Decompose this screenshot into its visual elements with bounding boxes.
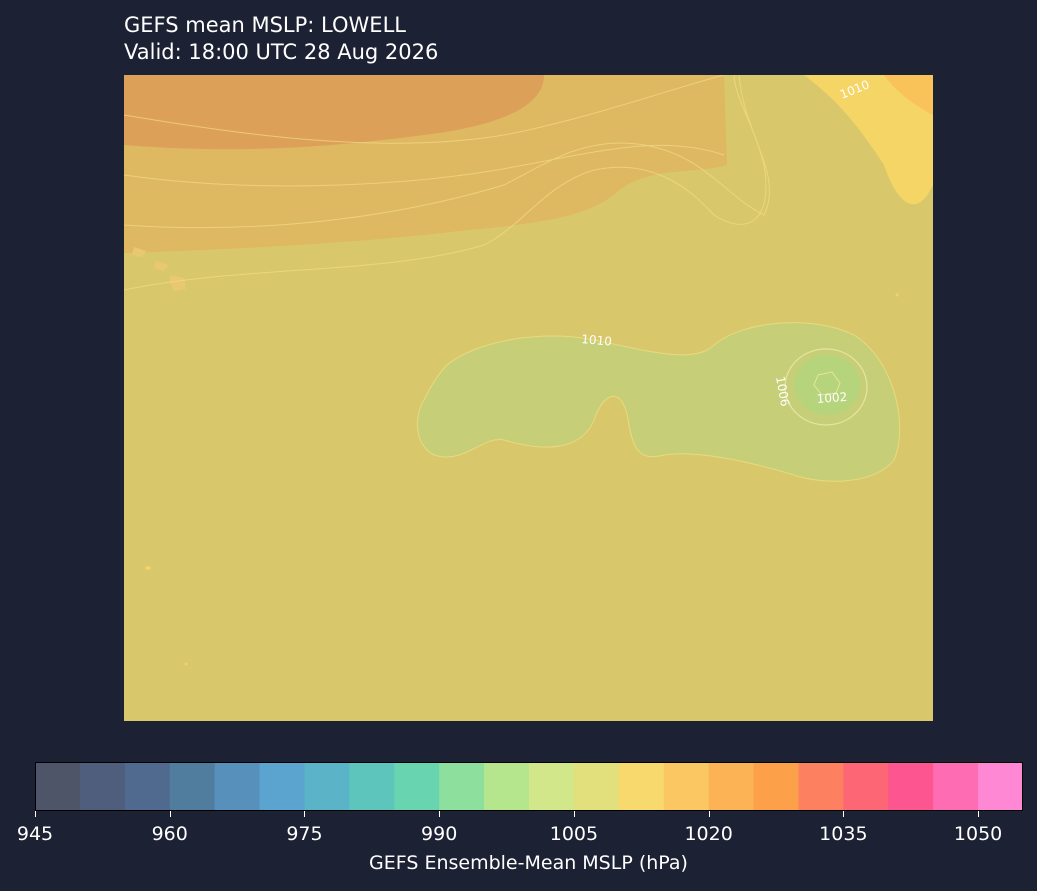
colorbar-swatch	[214, 762, 261, 811]
colorbar-swatch	[933, 762, 979, 811]
colorbar-swatch	[529, 762, 575, 811]
colorbar-tick-mark	[708, 811, 710, 817]
colorbar-tick-mark	[439, 811, 441, 817]
hawaii-island	[154, 261, 168, 271]
colorbar-tick-label: 990	[421, 823, 458, 845]
colorbar-swatch	[888, 762, 934, 811]
colorbar-tick-mark	[843, 811, 845, 817]
hawaii-island	[170, 275, 186, 291]
valid-time: Valid: 18:00 UTC 28 Aug 2026	[124, 40, 439, 64]
colorbar-swatch	[35, 762, 81, 811]
colorbar-label: GEFS Ensemble-Mean MSLP (hPa)	[369, 852, 688, 874]
colorbar-swatch	[753, 762, 799, 811]
colorbar-border	[35, 762, 1023, 811]
colorbar-swatch	[798, 762, 844, 811]
colorbar-tick-mark	[573, 811, 575, 817]
colorbar-tick-label: 960	[151, 823, 188, 845]
low-pressure-area	[416, 322, 901, 482]
contour-label: 1002	[816, 390, 847, 406]
colorbar-swatch	[394, 762, 440, 811]
colorbar-swatch	[573, 762, 620, 811]
colorbar-tick-mark	[304, 811, 306, 817]
colorbar-swatch	[349, 762, 395, 811]
colorbar-tick-label: 945	[16, 823, 54, 845]
storm-core	[794, 355, 860, 415]
colorbar-swatch	[169, 762, 216, 811]
colorbar-tick-label: 1035	[819, 823, 868, 845]
map-title: GEFS mean MSLP: LOWELL Valid: 18:00 UTC …	[124, 12, 438, 66]
colorbar-swatch	[79, 762, 126, 811]
mainland-mexico	[884, 75, 933, 115]
colorbar-tick-label: 1050	[953, 823, 1003, 845]
storm-title: GEFS mean MSLP: LOWELL	[124, 13, 406, 37]
colorbar-tick-mark	[35, 811, 36, 817]
colorbar-ticks: 945 960 975 990 1005 1020 1035 1050	[0, 811, 1037, 851]
small-island	[895, 293, 899, 297]
colorbar-swatch	[978, 762, 1024, 811]
colorbar-swatches	[35, 762, 1024, 811]
colorbar-swatch	[124, 762, 171, 811]
colorbar-tick-mark	[169, 811, 171, 817]
colorbar-tick-label: 1005	[549, 823, 599, 845]
hawaii-island	[132, 247, 146, 257]
colorbar-swatch	[484, 762, 530, 811]
small-island	[145, 566, 151, 570]
colorbar-swatch	[259, 762, 305, 811]
colorbar-swatch	[304, 762, 350, 811]
colorbar-tick-label: 975	[286, 823, 323, 845]
colorbar-tick-mark	[978, 811, 980, 817]
colorbar	[35, 762, 1024, 811]
isobars-north	[124, 75, 770, 291]
mslp-map-svg: 1010 1010 1006 1002	[124, 75, 933, 721]
colorbar-swatch	[439, 762, 485, 811]
small-island	[184, 662, 188, 666]
colorbar-tick-label: 1020	[684, 823, 733, 845]
colorbar-swatch	[618, 762, 665, 811]
baja-landmass	[804, 75, 933, 205]
colorbar-swatch	[708, 762, 755, 811]
colorbar-swatch	[843, 762, 889, 811]
contour-label: 1006	[773, 375, 792, 408]
mslp-map: 1010 1010 1006 1002	[124, 75, 933, 721]
isobar-1002	[813, 371, 841, 396]
isobar-1006	[784, 348, 868, 426]
colorbar-swatch	[663, 762, 710, 811]
contour-label: 1010	[581, 332, 613, 349]
